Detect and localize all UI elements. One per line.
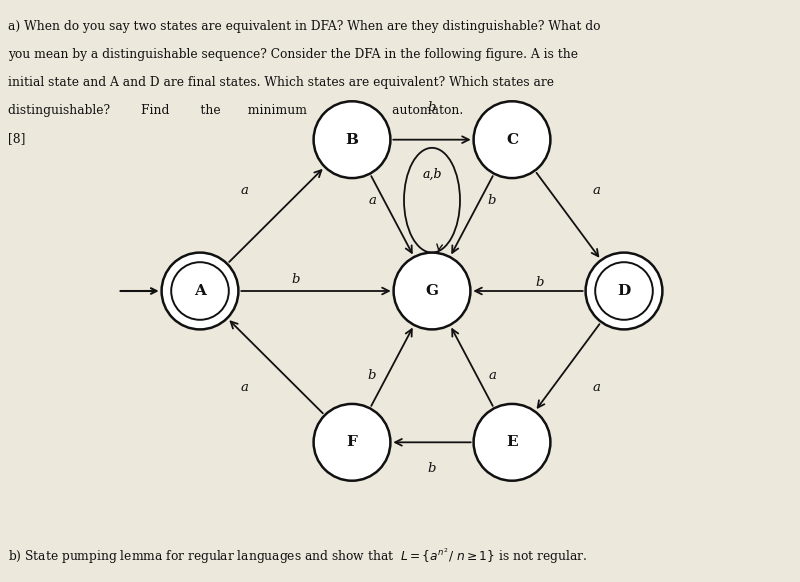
- Text: a: a: [592, 381, 600, 393]
- Ellipse shape: [162, 253, 238, 329]
- Text: a: a: [488, 369, 496, 382]
- Text: b) State pumping lemma for regular languages and show that  $L = \{a^{n^{2}}/ \ : b) State pumping lemma for regular langu…: [8, 546, 587, 566]
- Text: a,b: a,b: [422, 168, 442, 180]
- Text: distinguishable?        Find        the       minimum       state       automato: distinguishable? Find the minimum state …: [8, 104, 463, 117]
- Text: initial state and A and D are final states. Which states are equivalent? Which s: initial state and A and D are final stat…: [8, 76, 554, 89]
- Text: D: D: [618, 284, 630, 298]
- Text: b: b: [428, 101, 436, 114]
- Text: [8]: [8]: [8, 132, 26, 145]
- Ellipse shape: [474, 404, 550, 481]
- Text: A: A: [194, 284, 206, 298]
- Text: b: b: [536, 276, 544, 289]
- Ellipse shape: [314, 404, 390, 481]
- Ellipse shape: [586, 253, 662, 329]
- Text: E: E: [506, 435, 518, 449]
- Text: b: b: [292, 273, 300, 286]
- Text: a: a: [240, 184, 248, 197]
- Text: F: F: [346, 435, 358, 449]
- Text: C: C: [506, 133, 518, 147]
- Text: B: B: [346, 133, 358, 147]
- Text: b: b: [368, 369, 376, 382]
- Text: a) When do you say two states are equivalent in DFA? When are they distinguishab: a) When do you say two states are equiva…: [8, 20, 601, 33]
- Ellipse shape: [314, 101, 390, 178]
- Text: b: b: [428, 462, 436, 475]
- Text: a: a: [240, 381, 248, 393]
- Text: a: a: [592, 184, 600, 197]
- Ellipse shape: [394, 253, 470, 329]
- Text: a: a: [368, 194, 376, 207]
- Ellipse shape: [474, 101, 550, 178]
- Text: G: G: [426, 284, 438, 298]
- Text: b: b: [488, 194, 496, 207]
- Text: you mean by a distinguishable sequence? Consider the DFA in the following figure: you mean by a distinguishable sequence? …: [8, 48, 578, 61]
